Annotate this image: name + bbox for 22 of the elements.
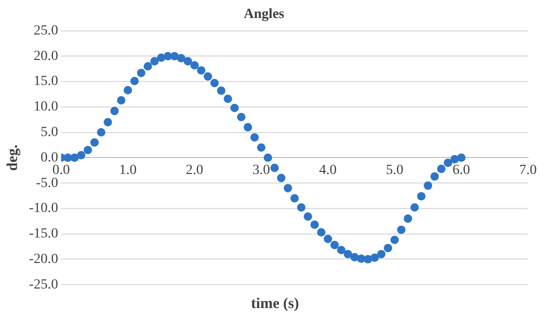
y-tick-label: -15.0 (28, 226, 58, 242)
x-tick-label: 0.0 (52, 162, 70, 178)
y-tick-label: -20.0 (28, 252, 58, 267)
y-tick-label: 10.0 (34, 100, 58, 115)
x-tick-label: 5.0 (386, 162, 404, 178)
y-tick-label: -10.0 (28, 201, 58, 216)
y-tick-label: 25.0 (34, 23, 58, 38)
x-tick-label: 3.0 (252, 162, 270, 178)
chart-title: Angles (244, 7, 285, 22)
x-axis-title: time (s) (250, 296, 300, 313)
x-tick-label: 4.0 (319, 162, 337, 178)
x-tick-label: 7.0 (519, 162, 537, 178)
x-tick-label: 6.0 (452, 162, 470, 178)
y-tick-label: -25.0 (28, 277, 58, 292)
y-tick-label: -5.0 (36, 176, 58, 191)
y-axis-title: deg. (4, 144, 21, 171)
y-tick-label: 5.0 (40, 124, 58, 140)
y-tick-label: 0.0 (40, 150, 58, 166)
y-tick-label: 15.0 (34, 74, 58, 90)
x-tick-label: 1.0 (119, 162, 137, 178)
y-tick-label: 20.0 (34, 48, 58, 64)
x-tick-label: 2.0 (186, 162, 204, 178)
